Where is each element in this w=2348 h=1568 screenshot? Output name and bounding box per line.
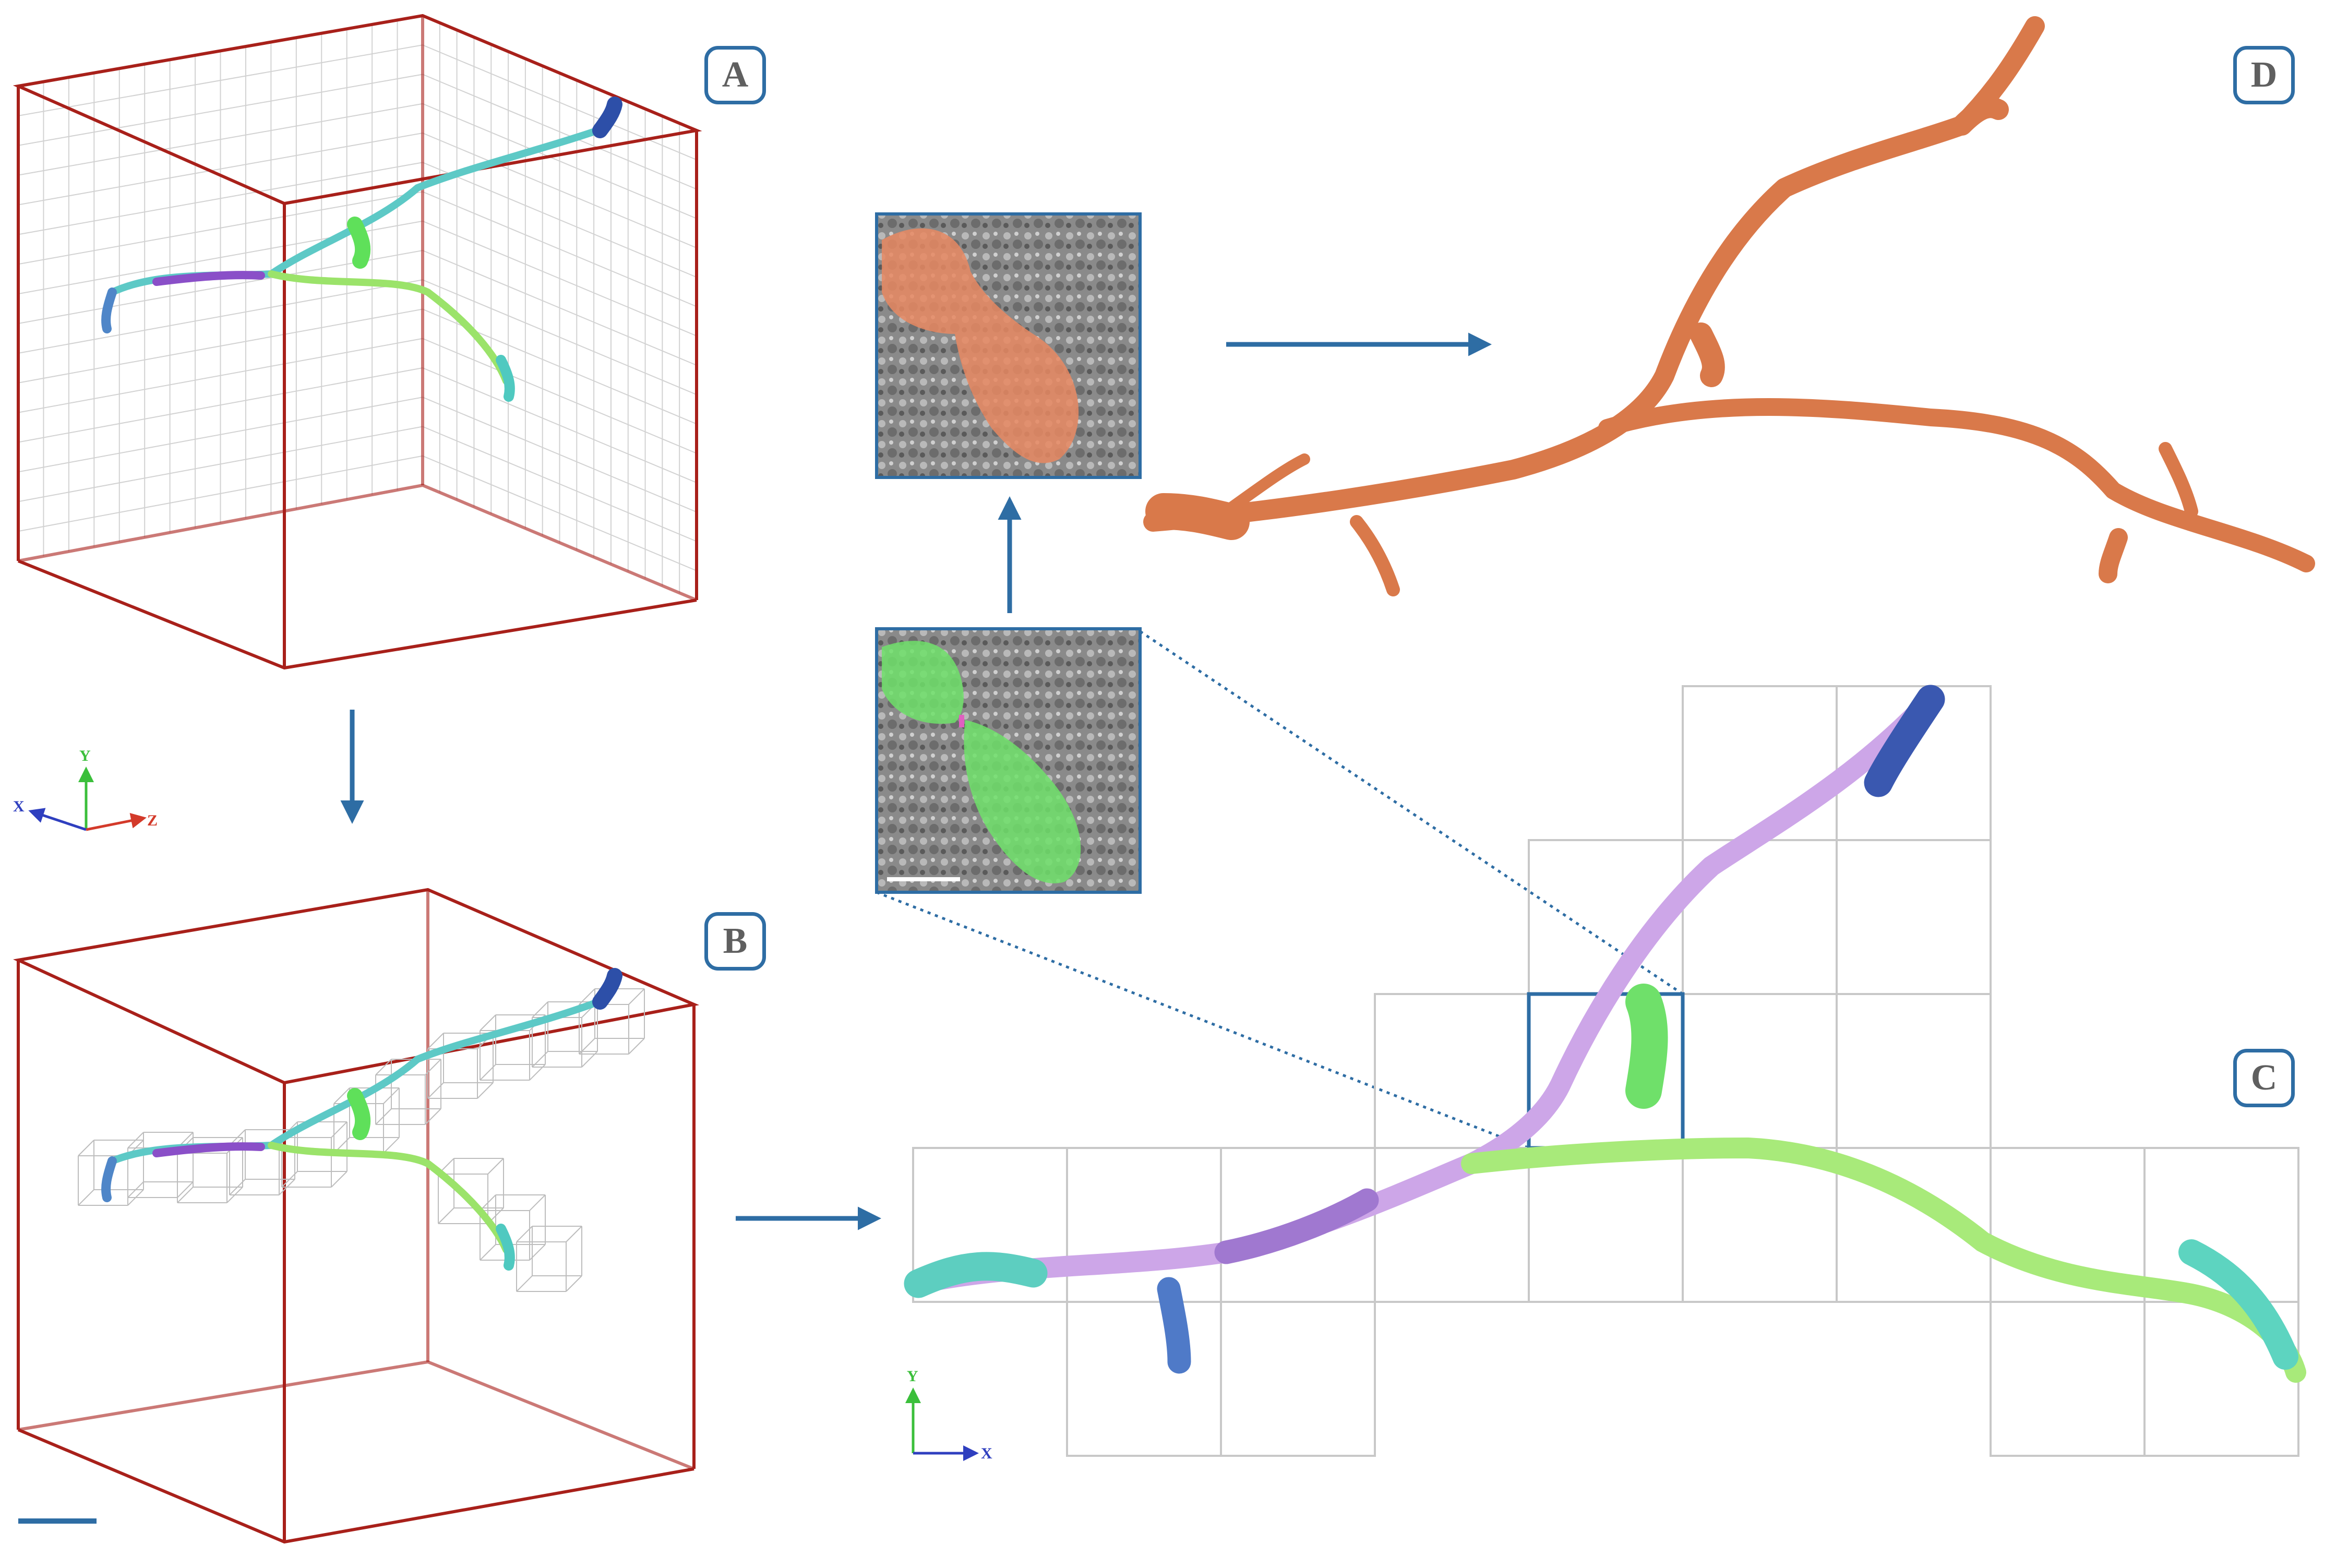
panel-label-c: C — [2233, 1049, 2295, 1107]
grid-line — [628, 988, 645, 1005]
grid-block — [1990, 1301, 2146, 1457]
grid-line — [566, 1275, 582, 1292]
grid-line — [628, 1038, 645, 1055]
grid-line — [18, 367, 423, 443]
grid-line — [375, 1108, 392, 1125]
grid-line — [177, 1181, 194, 1198]
panel-b-subvolume-grid — [78, 988, 645, 1292]
panel-c-axis: Y X — [905, 1368, 992, 1462]
panel-a-neurite — [101, 97, 622, 402]
panel-a-grid — [18, 20, 697, 593]
grid-line — [427, 1033, 444, 1049]
grid-line — [566, 1226, 582, 1242]
grid-line — [18, 308, 423, 384]
grid-line — [480, 1194, 496, 1211]
grid-line — [18, 455, 423, 532]
grid-line — [383, 1137, 400, 1154]
em-inset-original — [875, 627, 1142, 894]
grid-line — [480, 1064, 496, 1081]
panel-b-neurite — [101, 968, 622, 1271]
panel-c: Y X — [904, 685, 2306, 1462]
grid-block — [1066, 1147, 1222, 1303]
grid-line — [18, 338, 423, 413]
grid-line — [425, 1108, 441, 1125]
grid-line — [532, 1001, 548, 1018]
grid-line — [375, 1059, 392, 1075]
axis-2d-label-x: X — [981, 1445, 992, 1462]
grid-block — [1836, 839, 1992, 995]
panel-label-a: A — [704, 46, 766, 104]
grid-line — [422, 338, 697, 454]
grid-line — [18, 397, 423, 473]
grid-line — [333, 1087, 350, 1104]
grid-block — [1682, 993, 1838, 1149]
flow-arrows — [340, 332, 1492, 1230]
segment-overlay-2 — [964, 720, 1081, 883]
grid-block — [1836, 993, 1992, 1149]
panel-c-neurite — [904, 685, 2306, 1383]
grid-line — [516, 1275, 533, 1292]
panel-label-b: B — [704, 912, 766, 971]
panel-a-cube-edges — [13, 14, 702, 670]
panel-d-reconstruction — [1143, 16, 2315, 596]
grid-line — [438, 1207, 454, 1224]
panel-b-cube — [13, 888, 700, 1544]
axis-triad-3d: Y Z X — [13, 747, 158, 831]
grid-line — [78, 1140, 94, 1156]
grid-line — [579, 988, 595, 1005]
grid-line — [281, 1171, 298, 1188]
grid-line — [127, 1181, 144, 1198]
split-boundary — [959, 715, 964, 727]
grid-line — [579, 1038, 595, 1055]
grid-block — [1374, 993, 1530, 1149]
grid-block — [1682, 1147, 1838, 1303]
grid-line — [422, 397, 697, 513]
grid-line — [18, 426, 423, 502]
grid-line — [480, 1244, 496, 1261]
panel-label-d: D — [2233, 46, 2295, 104]
panel-b-cube-edges — [13, 888, 700, 1544]
em-inset-merged — [875, 212, 1142, 479]
segment-overlay-1 — [882, 641, 964, 724]
grid-block — [1528, 1147, 1684, 1303]
grid-line — [422, 279, 697, 396]
grid-line — [78, 1189, 94, 1206]
grid-line — [487, 1158, 504, 1175]
grid-line — [229, 1179, 246, 1195]
grid-line — [532, 1051, 548, 1068]
grid-line — [127, 1132, 144, 1148]
grid-line — [516, 1226, 533, 1242]
grid-line — [331, 1171, 348, 1188]
grid-line — [422, 250, 697, 366]
grid-block — [1220, 1301, 1376, 1457]
grid-line — [177, 1187, 194, 1203]
merged-segment-overlay — [882, 228, 1079, 463]
axis-2d-label-y: Y — [907, 1368, 918, 1385]
grid-line — [422, 455, 697, 571]
grid-line — [529, 1194, 546, 1211]
grid-block — [1682, 685, 1838, 841]
axis-label-y: Y — [79, 747, 91, 764]
grid-line — [427, 1082, 444, 1099]
grid-line — [422, 367, 697, 483]
grid-block — [1066, 1301, 1222, 1457]
axis-label-z: Z — [147, 812, 158, 829]
panel-a-cube — [13, 14, 702, 670]
grid-line — [18, 279, 423, 354]
grid-line — [480, 1014, 496, 1031]
grid-line — [422, 426, 697, 542]
axis-label-x: X — [13, 798, 25, 815]
grid-line — [477, 1082, 494, 1099]
